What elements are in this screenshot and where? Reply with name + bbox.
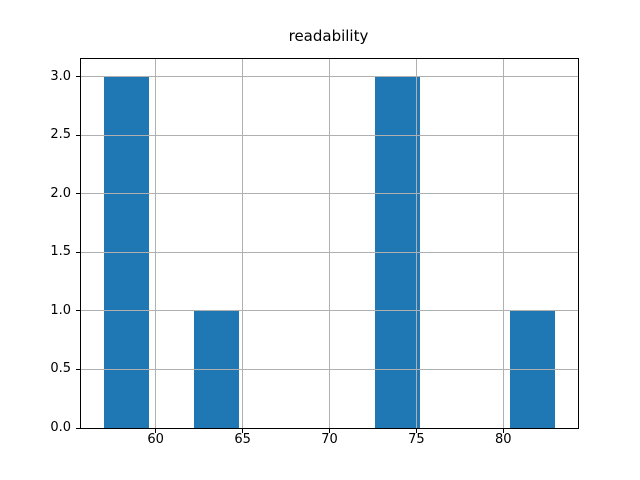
y-gridline (81, 134, 578, 136)
x-tick-label: 75 (408, 432, 425, 447)
x-tick-label: 70 (321, 432, 338, 447)
x-gridline (242, 59, 244, 428)
y-tick-mark (76, 134, 80, 136)
y-tick-mark (76, 368, 80, 370)
y-tick-label: 2.5 (50, 127, 71, 143)
x-tick-mark (502, 429, 504, 433)
x-tick-label: 60 (147, 432, 164, 447)
y-tick-label: 0.5 (50, 361, 71, 377)
plot-area (80, 58, 579, 429)
y-gridline (81, 427, 578, 428)
x-tick-mark (155, 429, 157, 433)
y-gridline (81, 193, 578, 195)
y-gridline (81, 251, 578, 253)
y-tick-mark (76, 427, 80, 429)
y-gridline (81, 76, 578, 78)
x-gridline (329, 59, 330, 428)
y-tick-mark (76, 76, 80, 78)
y-gridline (81, 368, 578, 370)
x-tick-label: 65 (234, 432, 251, 447)
y-tick-mark (76, 310, 80, 312)
y-tick-label: 3.0 (50, 68, 71, 84)
x-gridline (415, 59, 417, 428)
x-tick-mark (415, 429, 417, 433)
chart-title: readability (288, 27, 369, 45)
x-tick-label: 80 (495, 432, 512, 447)
x-gridline (502, 59, 504, 428)
y-tick-label: 2.0 (50, 185, 71, 201)
x-tick-mark (242, 429, 244, 433)
y-tick-label: 1.0 (50, 302, 71, 318)
y-tick-mark (76, 251, 80, 253)
x-tick-mark (329, 429, 330, 433)
y-tick-mark (76, 193, 80, 195)
y-tick-label: 0.0 (50, 420, 71, 435)
y-gridline (81, 310, 578, 312)
y-tick-label: 1.5 (50, 244, 71, 260)
x-gridline (155, 59, 157, 428)
